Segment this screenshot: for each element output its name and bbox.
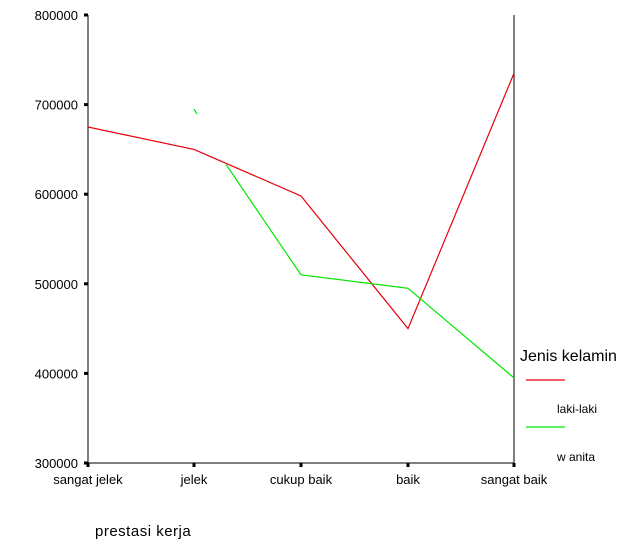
x-axis-title: prestasi kerja bbox=[95, 523, 191, 540]
y-tick-label: 500000 bbox=[35, 277, 78, 292]
y-tick-label: 400000 bbox=[35, 366, 78, 381]
x-tick-label: sangat jelek bbox=[53, 472, 123, 487]
series-layer bbox=[87, 73, 515, 379]
y-tick-label: 600000 bbox=[35, 187, 78, 202]
x-tick-label: baik bbox=[396, 472, 420, 487]
series-line-laki-laki bbox=[87, 73, 515, 330]
y-tick-label: 700000 bbox=[35, 98, 78, 113]
y-tick-label: 300000 bbox=[35, 456, 78, 471]
legend-title: Jenis kelamin bbox=[520, 348, 617, 365]
series-line-wanita bbox=[225, 164, 515, 379]
y-axis-ticks: 300000 400000 500000 600000 700000 800000 bbox=[35, 8, 88, 471]
x-tick-label: jelek bbox=[180, 472, 208, 487]
legend: Jenis kelamin laki-laki w anita bbox=[520, 348, 617, 464]
legend-label: laki-laki bbox=[557, 402, 597, 416]
x-axis-ticks: sangat jelek jelek cukup baik baik sangat ba… bbox=[53, 463, 548, 487]
y-tick-label: 800000 bbox=[35, 8, 78, 23]
series-point-wanita-jelek bbox=[193, 108, 198, 115]
legend-label: w anita bbox=[556, 450, 595, 464]
x-tick-label: sangat baik bbox=[481, 472, 548, 487]
x-tick-label: cukup baik bbox=[270, 472, 333, 487]
